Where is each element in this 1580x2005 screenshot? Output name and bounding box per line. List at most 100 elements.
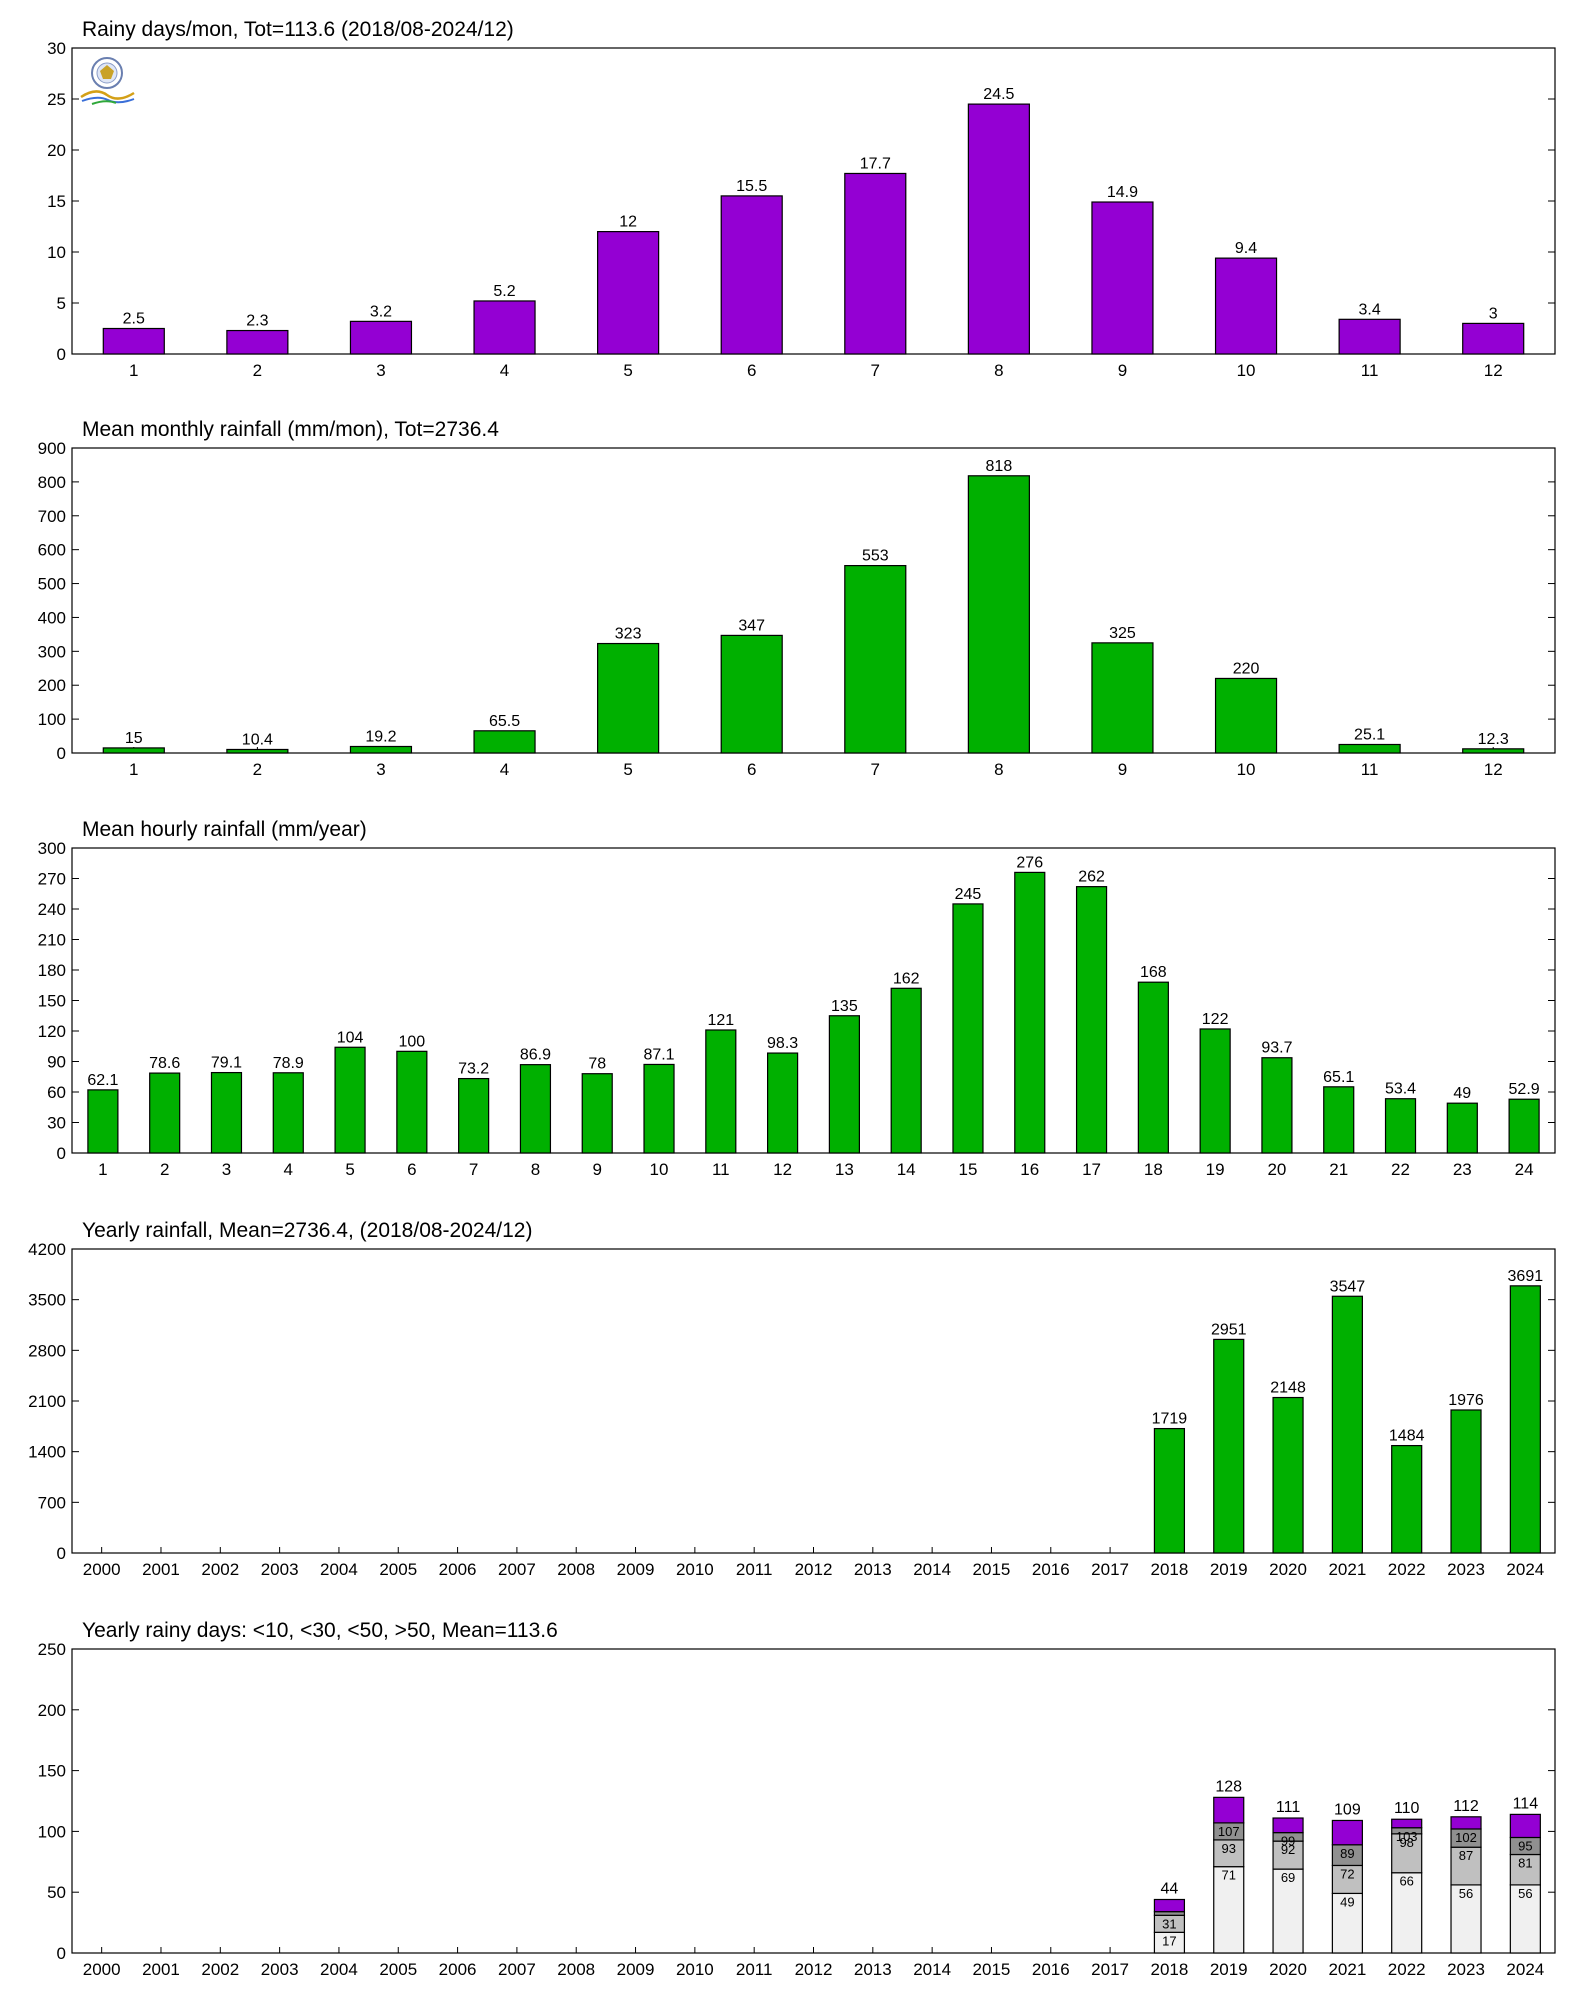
data-label: 276 [1016,854,1043,871]
x-tick-label: 2016 [1032,1960,1070,1979]
y-tick-label: 270 [38,870,66,889]
stack-segment [1391,1833,1423,1874]
x-tick-label: 2004 [320,1560,358,1579]
segment-label: 93 [1222,1841,1236,1856]
bar [349,320,413,355]
y-tick-label: 15 [47,192,66,211]
x-tick-label: 22 [1391,1160,1410,1179]
y-tick-label: 700 [38,507,66,526]
x-tick-label: 2010 [676,1960,714,1979]
y-tick-label: 1400 [28,1443,66,1462]
data-label: 3691 [1508,1268,1544,1285]
chart-title-1: Rainy days/mon, Tot=113.6 (2018/08-2024/… [82,18,514,41]
segment-label: 92 [1281,1842,1295,1857]
x-tick-label: 2023 [1447,1560,1485,1579]
chart-title-5: Yearly rainy days: <10, <30, <50, >50, M… [82,1619,558,1642]
bar [458,1077,490,1154]
y-tick-label: 240 [38,900,66,919]
stack-segment [1509,1853,1541,1886]
data-label: 79.1 [211,1055,242,1072]
x-tick-label: 11 [1361,361,1379,380]
x-tick-label: 4 [500,361,509,380]
x-tick-label: 2013 [854,1960,892,1979]
data-label: 262 [1078,869,1105,886]
x-tick-label: 2012 [795,1960,833,1979]
x-tick-label: 2016 [1032,1560,1070,1579]
segment-label: 89 [1340,1846,1354,1861]
x-tick-label: 2008 [557,1960,595,1979]
x-tick-label: 2017 [1091,1560,1129,1579]
bar [473,300,536,355]
bar [844,564,907,754]
data-label: 245 [955,886,982,903]
x-tick-label: 4 [284,1160,293,1179]
bar [226,748,289,754]
data-label: 17.7 [860,155,891,172]
x-tick-label: 3 [222,1160,231,1179]
total-label: 128 [1215,1778,1242,1795]
x-tick-label: 2007 [498,1960,536,1979]
segment-label: 71 [1222,1868,1236,1883]
data-label: 65.1 [1323,1069,1354,1086]
stack-segment [1272,1868,1304,1954]
x-tick-label: 2024 [1506,1960,1544,1979]
x-tick-label: 1 [129,361,138,380]
x-tick-label: 2009 [617,1560,655,1579]
x-tick-label: 20 [1267,1160,1286,1179]
stack-segment [1450,1816,1482,1830]
y-tick-label: 90 [47,1053,66,1072]
x-tick-label: 2010 [676,1560,714,1579]
bar [1214,677,1278,754]
y-tick-label: 10 [47,243,66,262]
stack-segment [1450,1884,1482,1954]
data-label: 3547 [1330,1278,1366,1295]
bar [1338,743,1401,754]
data-label: 10.4 [242,731,273,748]
bar [967,475,1030,754]
bar [1338,318,1401,355]
data-label: 86.9 [520,1047,551,1064]
x-tick-label: 15 [959,1160,978,1179]
chart-title-4: Yearly rainfall, Mean=2736.4, (2018/08-2… [82,1219,532,1242]
total-label: 114 [1513,1795,1539,1812]
data-label: 12.3 [1478,731,1509,748]
x-tick-label: 2011 [736,1560,773,1579]
data-label: 1976 [1448,1392,1484,1409]
y-tick-label: 0 [57,1144,66,1163]
x-tick-label: 2015 [973,1960,1011,1979]
y-tick-label: 20 [47,141,66,160]
data-label: 818 [986,458,1013,475]
x-tick-label: 12 [1484,361,1503,380]
bar [334,1046,366,1154]
x-tick-label: 2012 [795,1560,833,1579]
bar [597,231,660,355]
data-label: 14.9 [1107,184,1138,201]
segment-label: 103 [1396,1829,1418,1844]
stack-segment [1331,1892,1363,1954]
data-label: 122 [1202,1011,1229,1028]
bar [149,1072,181,1154]
data-label: 347 [738,617,765,634]
x-tick-label: 12 [1484,760,1503,779]
bar [210,1071,243,1154]
bar [1014,871,1046,1154]
bar [87,1089,119,1154]
y-tick-label: 300 [38,839,66,858]
data-label: 2148 [1270,1380,1306,1397]
x-tick-label: 9 [1118,361,1127,380]
bar [890,987,922,1154]
y-tick-label: 180 [38,961,66,980]
x-tick-label: 2020 [1269,1960,1307,1979]
data-label: 78 [588,1056,606,1073]
x-tick-label: 5 [345,1160,354,1179]
data-label: 3.2 [370,303,392,320]
bar [1213,1338,1245,1554]
bar [396,1050,428,1154]
x-tick-label: 2022 [1388,1960,1426,1979]
bar [349,745,413,754]
bar [1261,1057,1293,1154]
x-tick-label: 24 [1515,1160,1534,1179]
y-tick-label: 2100 [28,1392,66,1411]
data-label: 1484 [1389,1428,1425,1445]
